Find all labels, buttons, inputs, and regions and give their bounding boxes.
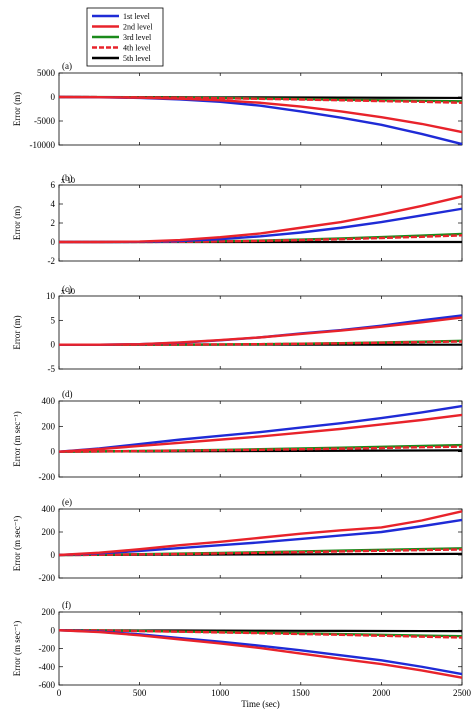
y-tick-label: 0 [51,447,56,457]
x-tick-label: 1000 [211,688,230,698]
y-tick-label: -400 [39,662,56,672]
x-axis-label: Time (sec) [241,699,279,709]
exponent-label: x 10 [61,176,75,185]
legend-label: 5th level [123,54,152,63]
y-tick-label: -5000 [34,116,55,126]
plot-area [58,72,463,146]
y-tick-label: 0 [51,550,56,560]
y-tick-label: 400 [42,504,56,514]
y-tick-label: -2 [48,256,56,266]
y-tick-label: 10 [46,291,56,301]
series-line-2nd-level [59,316,463,346]
y-tick-label: 200 [42,527,56,537]
y-tick-label: 5 [51,315,56,325]
panel-tag: (d) [62,389,73,399]
y-tick-label: 400 [42,396,56,406]
y-tick-label: 0 [51,92,56,102]
y-tick-label: 2 [51,218,56,228]
exponent-label: x 10 [61,287,75,296]
legend-label: 2nd level [123,23,153,32]
y-axis-label: Error (m sec⁻¹) [12,516,22,571]
x-tick-label: 0 [57,688,62,698]
y-axis-label: Error (m sec⁻¹) [12,621,22,676]
y-tick-label: -5 [48,364,56,374]
panel-tag: (f) [62,600,71,610]
y-tick-label: 5000 [37,68,56,78]
y-tick-label: -200 [39,644,56,654]
y-axis-label: Error (m) [12,92,22,126]
y-tick-label: 0 [51,237,56,247]
y-tick-label: 0 [51,625,56,635]
x-tick-label: 500 [133,688,147,698]
panel-b: (b)x 10 -2 0 2 4 6 Error (m) [12,173,463,266]
y-axis-label: Error (m) [12,315,22,349]
series-line-4th-level [58,629,463,639]
y-tick-label: -600 [39,680,56,690]
x-tick-label: 2500 [453,688,472,698]
y-tick-label: 200 [42,607,56,617]
panel-tag: (b) [62,173,73,183]
series-line-1st-level [58,404,463,453]
y-tick-label: 200 [42,421,56,431]
x-tick-label: 1500 [292,688,311,698]
series-line-1st-level [58,518,463,557]
panel-e: (e) -200 0 200 400 Error (m sec⁻¹) [12,497,463,583]
y-tick-label: 0 [51,340,56,350]
y-tick-label: -10000 [30,140,56,150]
panel-tag: (a) [62,61,72,71]
panel-c: (c)x 10 -5 0 5 10 Error (m) [12,284,463,374]
legend-label: 1st level [123,12,151,21]
y-tick-label: -200 [39,573,56,583]
panel-tag: (e) [62,497,72,507]
y-tick-label: -200 [39,472,56,482]
legend-label: 3rd level [123,33,152,42]
series-line-2nd-level [59,195,463,244]
x-tick-label: 2000 [372,688,391,698]
plot-area [58,295,463,370]
panel-d: (d) -200 0 200 400 Error (m sec⁻¹) [12,389,463,482]
series-line-4th-level [58,548,463,557]
series-line-2nd-level [58,629,463,679]
panel-tag: (c) [62,284,72,294]
y-tick-label: 6 [51,180,56,190]
series-line-2nd-level [58,510,463,557]
series-line-2nd-level [58,95,463,134]
y-tick-label: 4 [51,199,56,209]
plot-area [58,184,463,262]
legend-label: 4th level [123,44,152,53]
panel-a: (a) -10000 -5000 0 5000 Error (m) [12,61,463,150]
y-axis-label: Error (m sec⁻¹) [12,411,22,466]
plot-area [58,400,463,478]
series-line-2nd-level [58,413,463,453]
y-axis-label: Error (m) [12,206,22,240]
series-line-4th-level [58,445,463,453]
